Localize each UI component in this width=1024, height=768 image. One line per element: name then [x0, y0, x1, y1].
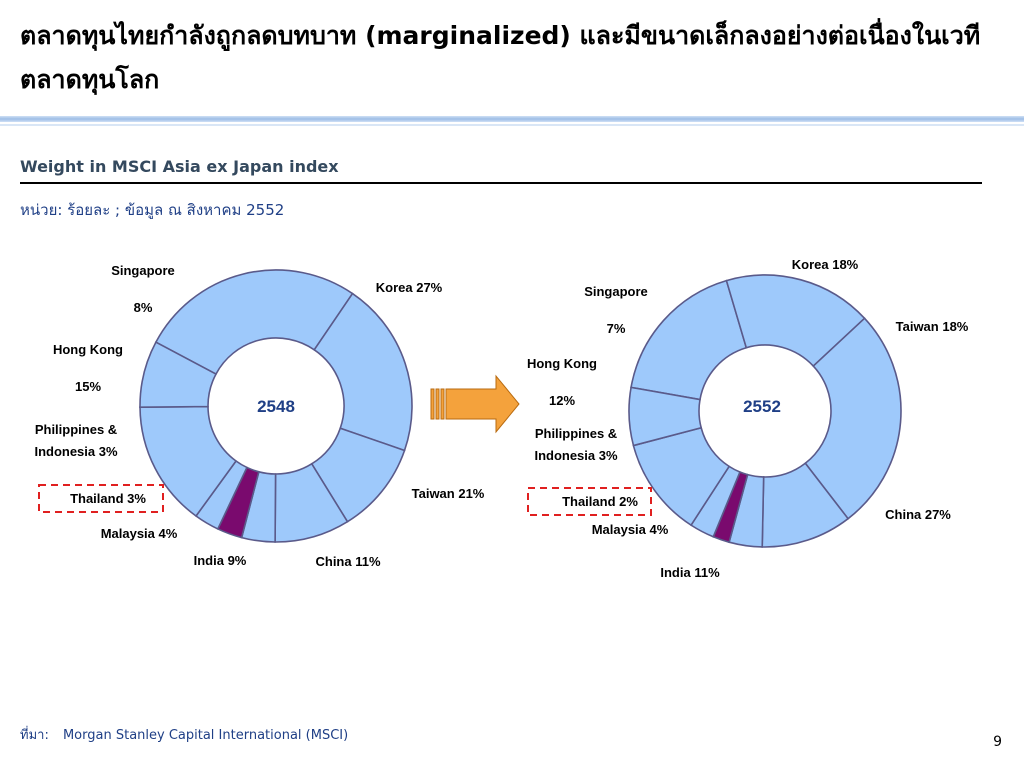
arrow-tail-bar: [440, 388, 445, 420]
page-number: 9: [993, 734, 1002, 750]
slice-label-philippines-indonesia: Philippines & Indonesia 3%: [34, 422, 118, 459]
slide-title: ตลาดทุนไทยกำลังถูกลดบทบาท (marginalized)…: [20, 21, 981, 94]
arrow-icon: [430, 374, 520, 434]
donut-slice-korea: [630, 279, 748, 401]
slice-label-korea: Korea 18%: [792, 257, 859, 272]
slice-label-hong-kong: Hong Kong 12%: [527, 356, 597, 408]
slice-label-hong-kong: Hong Kong 15%: [53, 342, 123, 394]
title-divider: [0, 116, 1024, 122]
heading-divider: [20, 182, 982, 184]
arrow-tail-bar: [435, 388, 440, 420]
chart-heading: Weight in MSCI Asia ex Japan index: [20, 157, 339, 176]
donut-slice-singapore: [139, 341, 218, 409]
slice-label-china: China 11%: [315, 554, 380, 569]
donut-center-label: 2548: [257, 397, 295, 416]
thailand-highlight-box: [527, 487, 652, 516]
slice-label-korea: Korea 27%: [376, 280, 443, 295]
arrow-tail-bar: [430, 388, 435, 420]
slice-label-china: China 27%: [885, 507, 951, 522]
slice-label-malaysia: Malaysia 4%: [101, 526, 178, 541]
slice-label-india: India 9%: [194, 553, 247, 568]
source-label: ที่มา:: [20, 728, 49, 743]
thailand-highlight-box: [38, 484, 164, 513]
arrow-head: [445, 374, 520, 434]
slice-label-india: India 11%: [660, 565, 720, 580]
donut-slice-taiwan: [725, 274, 866, 368]
slice-label-singapore: Singapore 7%: [584, 284, 648, 336]
donut-slice-china: [804, 317, 902, 520]
donut-slice-taiwan: [313, 292, 413, 452]
donut-chart-2552: Korea 18% Taiwan 18% China 27% India 11% Mal…: [527, 257, 969, 580]
slice-label-thailand: Thailand 3%: [70, 491, 146, 506]
donut-center-label: 2552: [743, 397, 781, 416]
donut-slice-korea: [154, 269, 354, 376]
slice-label-singapore: Singapore 8%: [111, 263, 175, 315]
donut-chart-2548: Korea 27% Taiwan 21% China 11% India 9% Mala…: [34, 263, 484, 569]
slice-label-taiwan: Taiwan 21%: [412, 486, 485, 501]
donut-slice-singapore: [628, 386, 703, 447]
unit-note: หน่วย: ร้อยละ ; ข้อมูล ณ สิงหาคม 2552: [20, 201, 285, 219]
source-note: ที่มา: Morgan Stanley Capital Internatio…: [20, 724, 348, 745]
source-text: Morgan Stanley Capital International (MS…: [62, 728, 349, 743]
slice-label-taiwan: Taiwan 18%: [896, 319, 969, 334]
title-divider-light: [0, 124, 1024, 126]
slice-label-philippines-indonesia: Philippines & Indonesia 3%: [534, 426, 618, 463]
slice-label-thailand: Thailand 2%: [562, 494, 638, 509]
slice-label-malaysia: Malaysia 4%: [592, 522, 669, 537]
